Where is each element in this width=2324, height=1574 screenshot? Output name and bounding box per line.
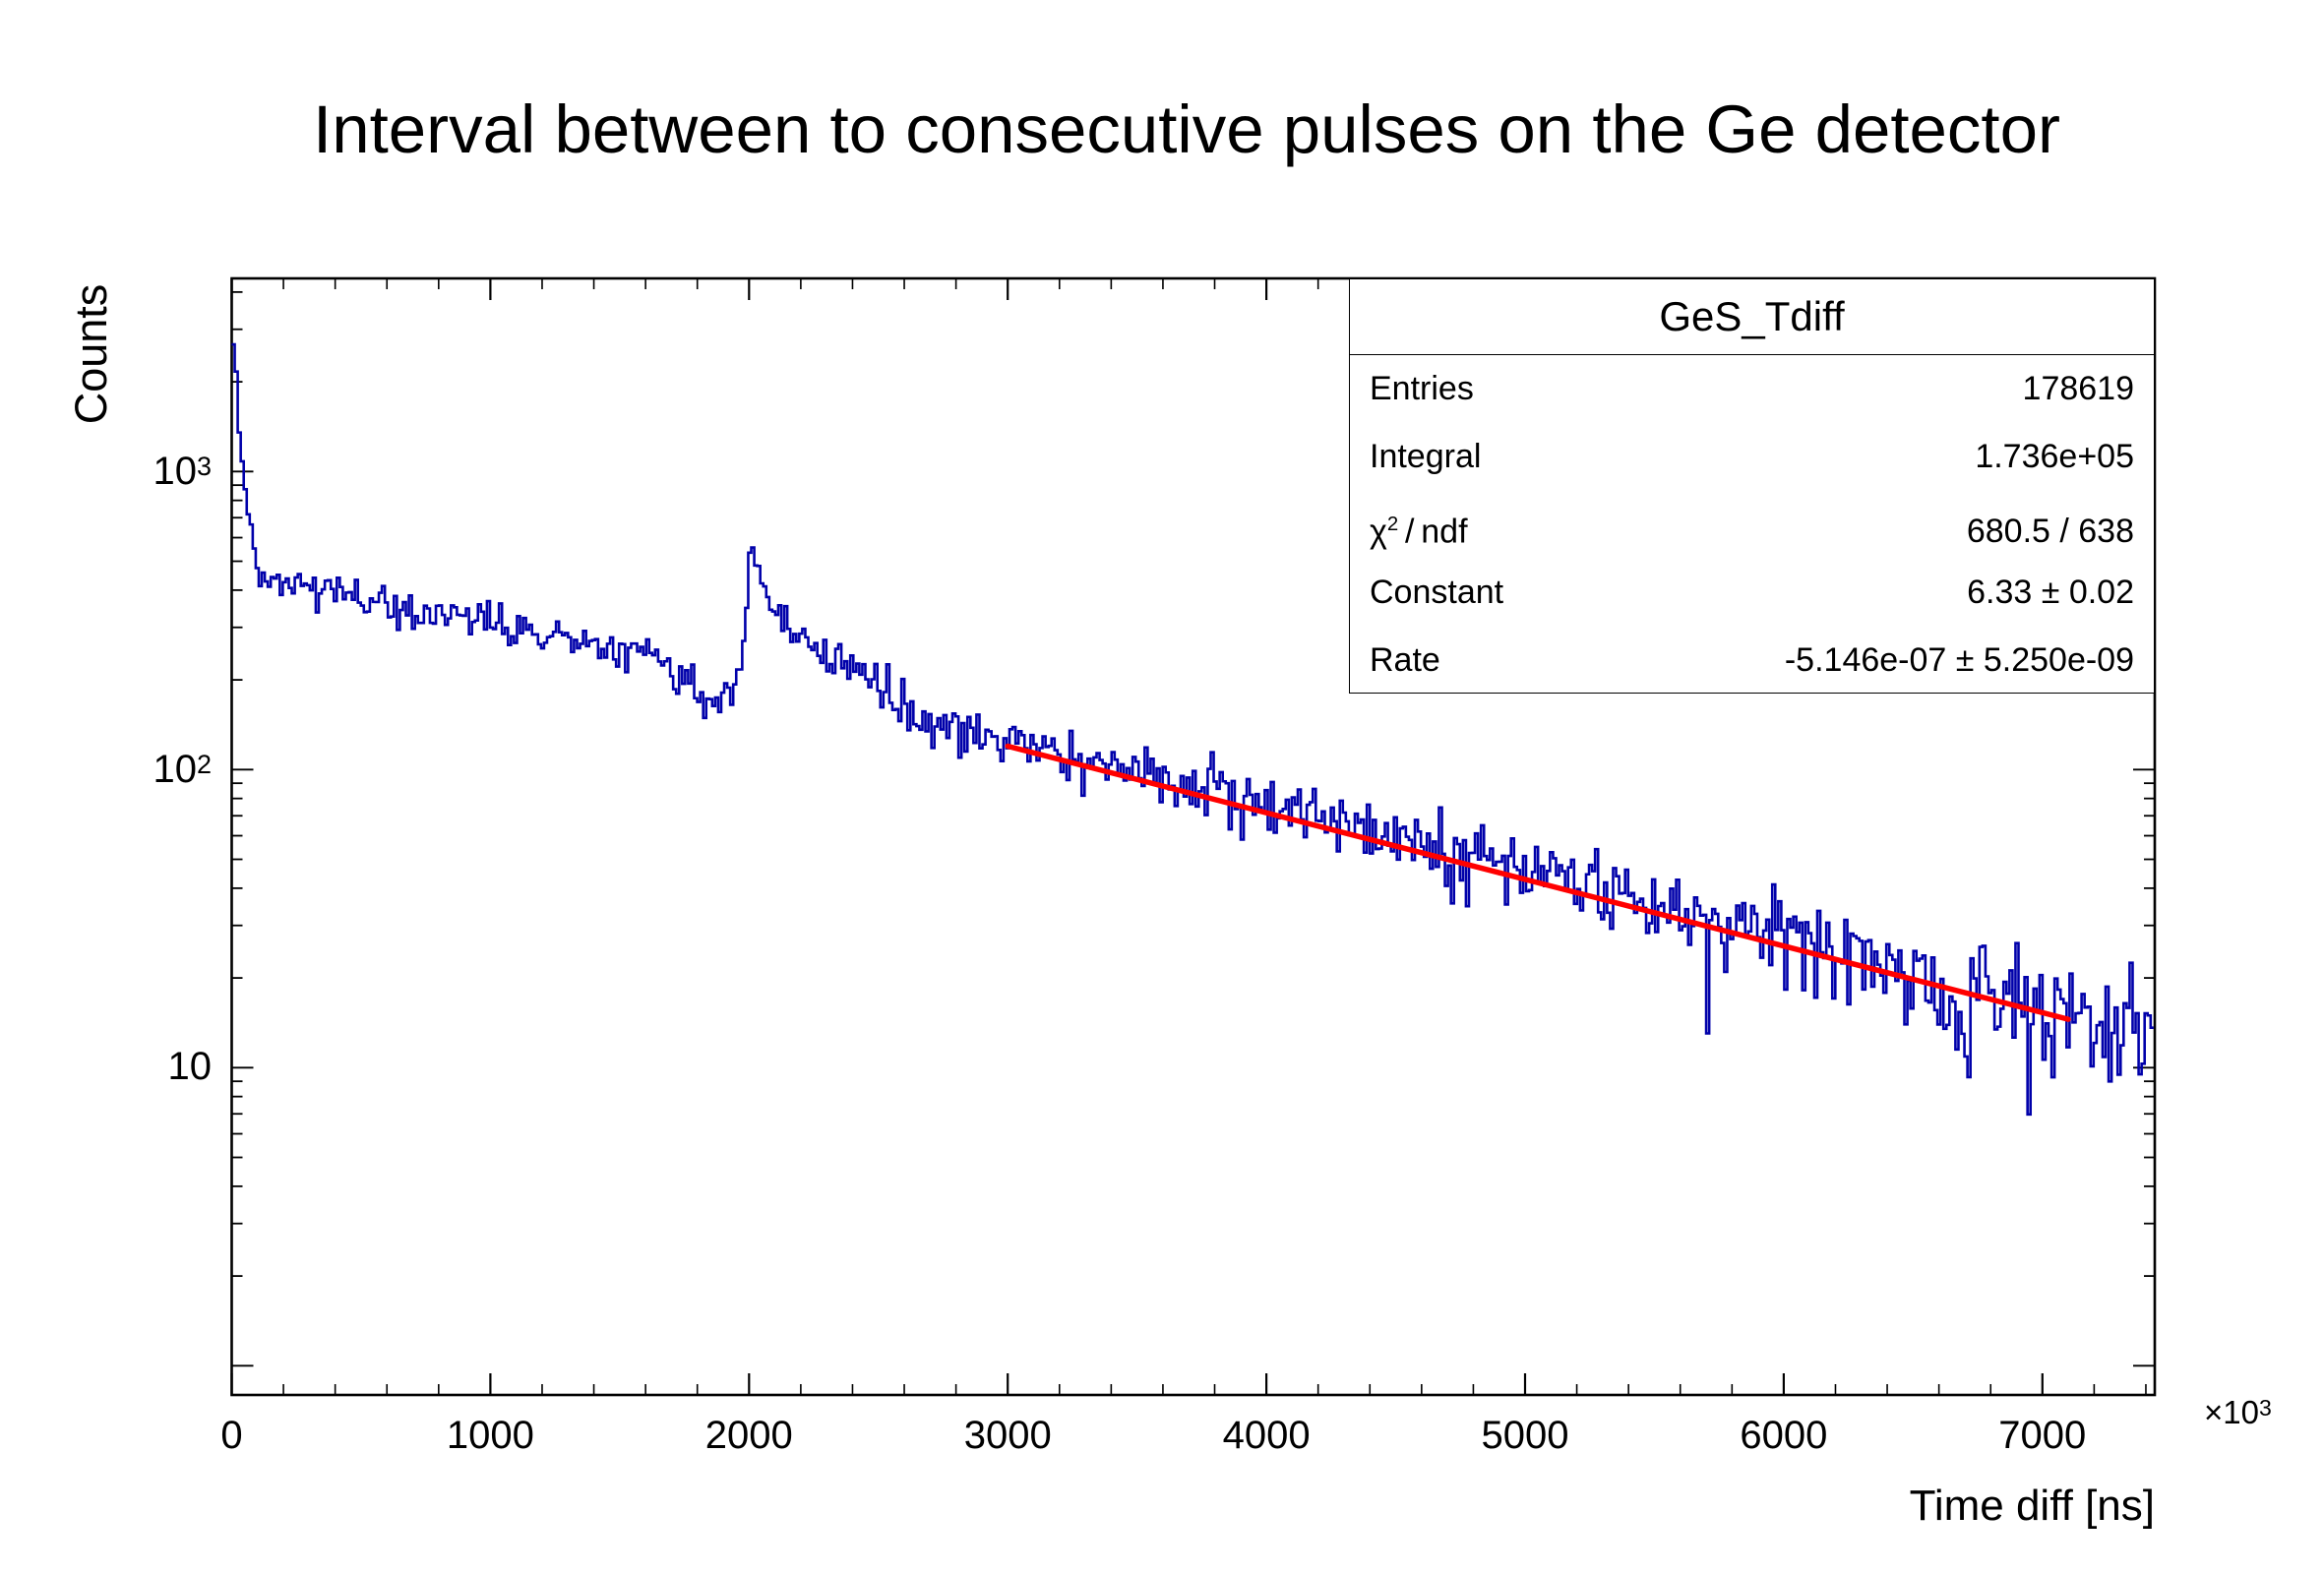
svg-text:6000: 6000 — [1740, 1414, 1827, 1457]
svg-text:Time diff [ns]: Time diff [ns] — [1910, 1482, 2155, 1530]
svg-text:3000: 3000 — [964, 1414, 1052, 1457]
svg-text:5000: 5000 — [1482, 1414, 1569, 1457]
svg-text:4000: 4000 — [1223, 1414, 1311, 1457]
svg-text:7000: 7000 — [1998, 1414, 2086, 1457]
svg-text:Counts: Counts — [66, 284, 116, 425]
svg-text:Interval between to consecutiv: Interval between to consecutive pulses o… — [313, 91, 2060, 167]
svg-text:1000: 1000 — [447, 1414, 534, 1457]
svg-text:10: 10 — [168, 1045, 213, 1088]
svg-text:0: 0 — [220, 1414, 242, 1457]
svg-text:2000: 2000 — [705, 1414, 793, 1457]
